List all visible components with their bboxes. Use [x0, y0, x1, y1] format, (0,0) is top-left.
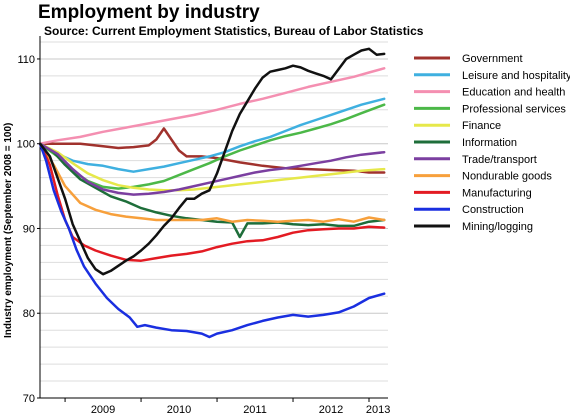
y-tick-label: 90	[23, 223, 35, 235]
legend-label-education-and-health: Education and health	[462, 87, 565, 99]
legend-label-information: Information	[462, 137, 517, 149]
series-line-leisure-and-hospitality	[38, 97, 386, 173]
series-line-government	[38, 127, 386, 174]
series-line-construction	[38, 142, 386, 339]
series-lines	[38, 47, 386, 339]
legend-label-trade-transport: Trade/transport	[462, 154, 537, 166]
legend-label-professional-services: Professional services	[462, 103, 566, 115]
grid-lines	[40, 41, 388, 382]
legend-label-nondurable-goods: Nondurable goods	[462, 171, 552, 183]
x-tick-labels: 2009 2010 2011 2012 2013	[91, 404, 391, 415]
chart-title: Employment by industry	[38, 2, 260, 23]
series-line-information	[38, 142, 386, 239]
chart-subtitle: Source: Current Employment Statistics, B…	[44, 24, 424, 38]
legend-label-construction: Construction	[462, 204, 524, 216]
legend-label-manufacturing: Manufacturing	[462, 187, 532, 199]
legend-label-government: Government	[462, 53, 523, 65]
legend-label-leisure-and-hospitality: Leisure and hospitality	[462, 70, 570, 82]
series-line-mining-logging	[38, 47, 386, 276]
legend-label-finance: Finance	[462, 120, 501, 132]
x-tick-label: 2011	[243, 404, 267, 415]
x-tick-label: 2012	[319, 404, 343, 415]
series-line-education-and-health	[38, 67, 386, 145]
series-line-manufacturing	[38, 142, 386, 262]
y-tick-label: 80	[23, 308, 35, 320]
legend: Government Leisure and hospitality Educati…	[414, 53, 570, 233]
x-tick-label: 2009	[91, 404, 115, 415]
y-axis-label: Industry employment (September 2008 = 10…	[3, 123, 14, 338]
x-tick-label: 2013	[366, 404, 390, 415]
series-line-professional-services	[38, 103, 386, 190]
y-tick-label: 100	[17, 139, 35, 151]
y-tick-labels: 70 80 90 100 110	[17, 54, 35, 405]
series-line-nondurable-goods	[38, 142, 386, 223]
y-tick-label: 110	[17, 54, 35, 66]
series-line-trade-transport	[38, 142, 386, 196]
legend-label-mining-logging: Mining/logging	[462, 221, 533, 233]
x-tick-label: 2010	[167, 404, 191, 415]
y-tick-label: 70	[23, 393, 35, 405]
